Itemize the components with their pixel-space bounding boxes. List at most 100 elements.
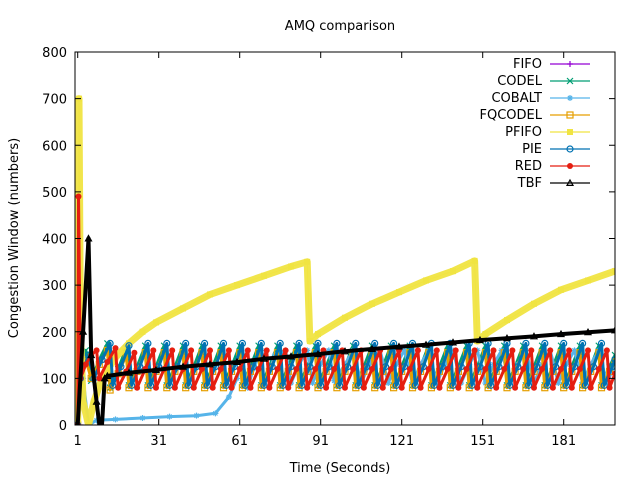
y-tick-label: 300 [42, 279, 67, 294]
data-point [263, 347, 270, 354]
data-point [504, 317, 510, 324]
legend-marker [565, 178, 575, 186]
data-point [207, 291, 213, 298]
legend-label: CODEL [497, 74, 543, 89]
data-point [225, 347, 232, 354]
data-point [209, 384, 216, 391]
y-tick-label: 700 [42, 93, 67, 108]
data-point [471, 347, 478, 354]
data-point [558, 366, 564, 373]
data-point [558, 286, 564, 293]
data-point [430, 381, 438, 389]
series-line [76, 195, 615, 425]
data-point [401, 347, 408, 354]
x-tick-label: 91 [312, 434, 329, 449]
data-point [90, 398, 97, 405]
data-point [512, 384, 519, 391]
data-point [304, 384, 311, 391]
data-point [371, 339, 379, 348]
data-point [506, 381, 514, 389]
data-point [87, 350, 96, 359]
legend-marker [566, 145, 574, 153]
legend-item-tbf: TBF [517, 176, 590, 191]
data-point [93, 347, 100, 354]
legend-label: TBF [517, 176, 542, 191]
legend-label: PIE [522, 142, 542, 157]
data-point [387, 366, 394, 373]
data-point [255, 366, 262, 373]
data-point [568, 384, 575, 391]
plot-area [75, 95, 615, 425]
data-point [455, 384, 462, 391]
data-point [295, 339, 303, 348]
data-point [436, 384, 443, 391]
data-point [103, 371, 112, 380]
data-point [217, 366, 224, 373]
data-point [198, 366, 205, 373]
data-point [331, 366, 338, 373]
data-point [234, 282, 240, 289]
data-point [423, 277, 429, 284]
data-point [556, 329, 566, 338]
series-line [75, 236, 615, 425]
data-point [342, 314, 348, 321]
data-point [205, 360, 215, 368]
data-point [304, 258, 311, 265]
data-point [84, 234, 93, 242]
x-tick-label: 121 [389, 434, 414, 449]
series-red [75, 193, 615, 425]
data-point [522, 339, 530, 348]
chart-title: AMQ comparison [285, 19, 395, 34]
data-point [279, 381, 287, 389]
data-point [333, 339, 341, 348]
legend-item-fqcodel: FQCODEL [480, 108, 590, 123]
data-point [314, 339, 322, 348]
data-point [566, 347, 573, 354]
data-point [288, 263, 294, 270]
legend-item-pie: PIE [522, 142, 590, 157]
data-point [212, 410, 219, 417]
data-point [219, 339, 228, 348]
legend-marker [567, 129, 573, 135]
data-point [325, 347, 332, 354]
legend-marker [567, 95, 573, 101]
data-point [448, 338, 458, 346]
data-point [182, 339, 190, 348]
data-point [317, 381, 325, 389]
legend-item-cobalt: COBALT [491, 91, 590, 106]
data-point [425, 366, 432, 373]
data-point [367, 344, 377, 353]
data-point [125, 342, 133, 350]
data-point [261, 272, 267, 279]
legend-marker [567, 61, 573, 67]
x-tick-label: 1 [74, 434, 82, 449]
data-point [576, 366, 583, 373]
data-point [82, 361, 89, 368]
data-point [612, 370, 615, 377]
data-point [247, 384, 254, 391]
data-point [354, 381, 363, 389]
data-point [482, 380, 489, 387]
y-tick-label: 600 [42, 139, 67, 154]
data-point [169, 347, 176, 354]
data-point [603, 347, 610, 354]
data-point [549, 384, 556, 391]
data-point [309, 380, 316, 387]
data-point [323, 384, 330, 391]
data-point [171, 384, 178, 391]
data-point [421, 340, 431, 348]
data-point [340, 347, 350, 355]
data-point [180, 305, 186, 312]
data-point [153, 319, 159, 326]
data-point [238, 339, 246, 348]
y-axis: 0 100 200 300 400 500 600 700 800 [42, 46, 615, 434]
data-point [417, 384, 424, 391]
data-point [450, 268, 456, 275]
data-point [96, 375, 103, 382]
y-tick-label: 100 [42, 372, 67, 387]
y-tick-label: 400 [42, 233, 67, 248]
x-tick-label: 31 [150, 434, 167, 449]
data-point [312, 366, 319, 373]
data-point [150, 347, 157, 354]
series-layer [75, 95, 615, 425]
